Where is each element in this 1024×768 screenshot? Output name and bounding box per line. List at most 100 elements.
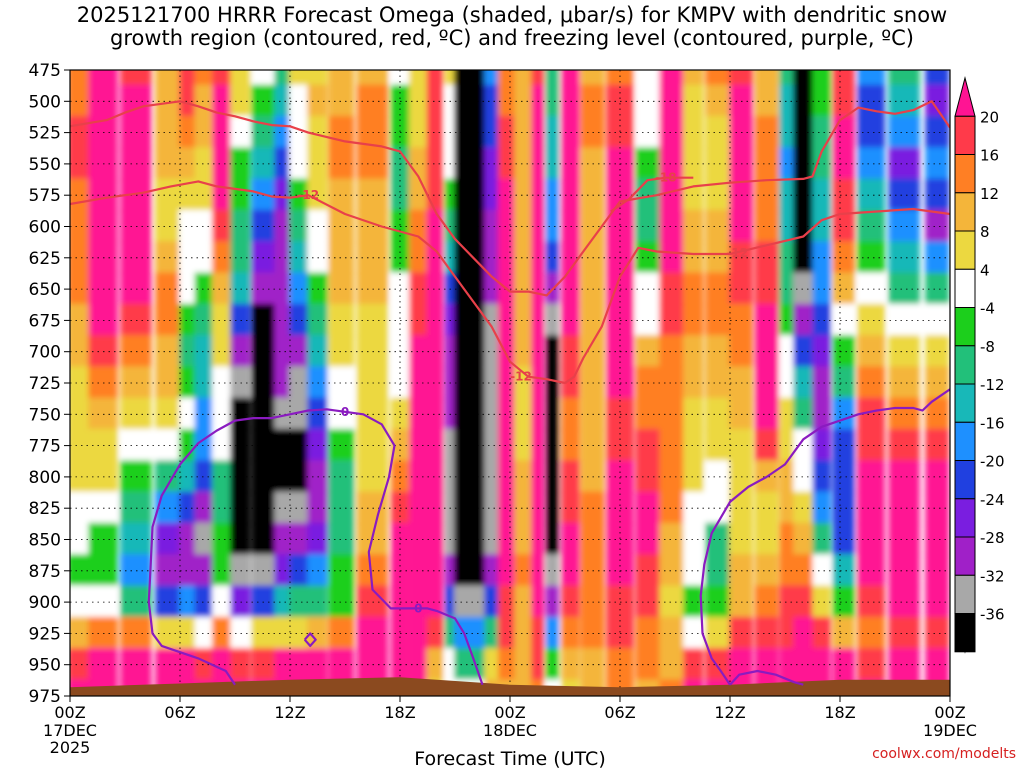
omega-cell [212,491,233,525]
omega-cell [194,616,214,651]
omega-cell [812,554,831,588]
omega-cell [390,70,410,87]
omega-cell [328,70,355,87]
omega-cell [155,70,183,87]
omega-cell [454,70,486,87]
omega-cells [70,70,950,696]
omega-cell [274,428,291,463]
omega-cell [793,209,814,244]
omega-cell [832,335,855,369]
y-tick-label: 600 [29,218,61,238]
omega-cell [888,366,920,400]
omega-cell [409,491,428,525]
omega-cell [230,460,251,494]
omega-cell [251,491,278,525]
omega-cell [274,70,291,87]
omega-cell [659,303,684,338]
omega-cell [793,115,814,150]
omega-cell [793,84,814,118]
omega-cell [120,70,152,87]
omega-cell [659,460,684,494]
omega-cell [194,366,214,400]
y-tick-label: 700 [29,343,61,363]
y-tick-label: 850 [29,531,61,551]
omega-cell [212,554,233,588]
omega-cell [307,522,328,557]
omega-cell [484,178,500,212]
omega-cell [426,397,444,431]
omega-cell [274,209,291,244]
omega-cell [307,115,328,150]
omega-cell [194,147,214,181]
omega-cell [659,491,684,525]
x-tick-label: 06Z [604,703,635,722]
omega-cell [779,209,795,244]
omega-cell [832,491,855,525]
omega-cell [274,272,291,306]
omega-cell [484,491,500,525]
omega-cell [454,335,486,369]
omega-cell [545,303,559,338]
x-tick-label: 12Z [274,703,305,722]
colorbar-swatch [954,154,976,194]
omega-cell [328,335,355,369]
omega-cell [545,84,559,118]
omega-cell [426,209,444,244]
colorbar-swatch [954,115,976,156]
omega-cell [230,428,251,463]
omega-cell [426,115,444,150]
omega-cell [857,178,885,212]
omega-cell [498,366,515,400]
omega-cell [498,522,515,557]
omega-cell [793,303,814,338]
omega-cell [251,554,278,588]
omega-cell [454,303,486,338]
omega-cell [356,460,389,494]
omega-cell [454,272,486,306]
omega-cell [251,209,278,244]
colorbar-tick-label: 4 [980,261,990,279]
x-tick-year: 2025 [50,738,91,757]
omega-cell [832,209,855,244]
omega-cell [498,648,515,682]
omega-cell [514,585,532,619]
omega-cell [328,241,355,275]
omega-cell [832,616,855,651]
omega-cell [857,147,885,181]
omega-cell [857,115,885,150]
omega-cell [179,241,196,275]
omega-cell [779,272,795,306]
omega-cell [409,70,428,87]
omega-cell [498,335,515,369]
omega-cell [454,522,486,557]
omega-cell [498,209,515,244]
omega-cell [659,272,684,306]
omega-cell [307,554,328,588]
chart-title-line2: growth region (contoured, red, ºC) and f… [110,26,914,50]
omega-cell [498,70,515,87]
omega-cell [659,554,684,588]
omega-cell [194,272,214,306]
colorbar-tick-label: -4 [980,300,995,318]
omega-cell [888,460,920,494]
y-tick-label: 500 [29,92,61,112]
omega-cell [498,585,515,619]
omega-cell [812,115,831,150]
omega-cell [230,147,251,181]
omega-cell [120,397,152,431]
omega-cell [514,397,532,431]
omega-cell [683,272,704,306]
omega-cell [484,554,500,588]
omega-cell [307,648,328,682]
omega-cell [289,491,310,525]
omega-cell [683,335,704,369]
omega-cell [683,554,704,588]
omega-cell [793,460,814,494]
omega-cell [328,397,355,431]
omega-cell [179,147,196,181]
omega-cell [426,147,444,181]
omega-cell [274,554,291,588]
omega-cell [230,648,251,682]
omega-cell [179,397,196,431]
omega-cell [251,70,278,87]
